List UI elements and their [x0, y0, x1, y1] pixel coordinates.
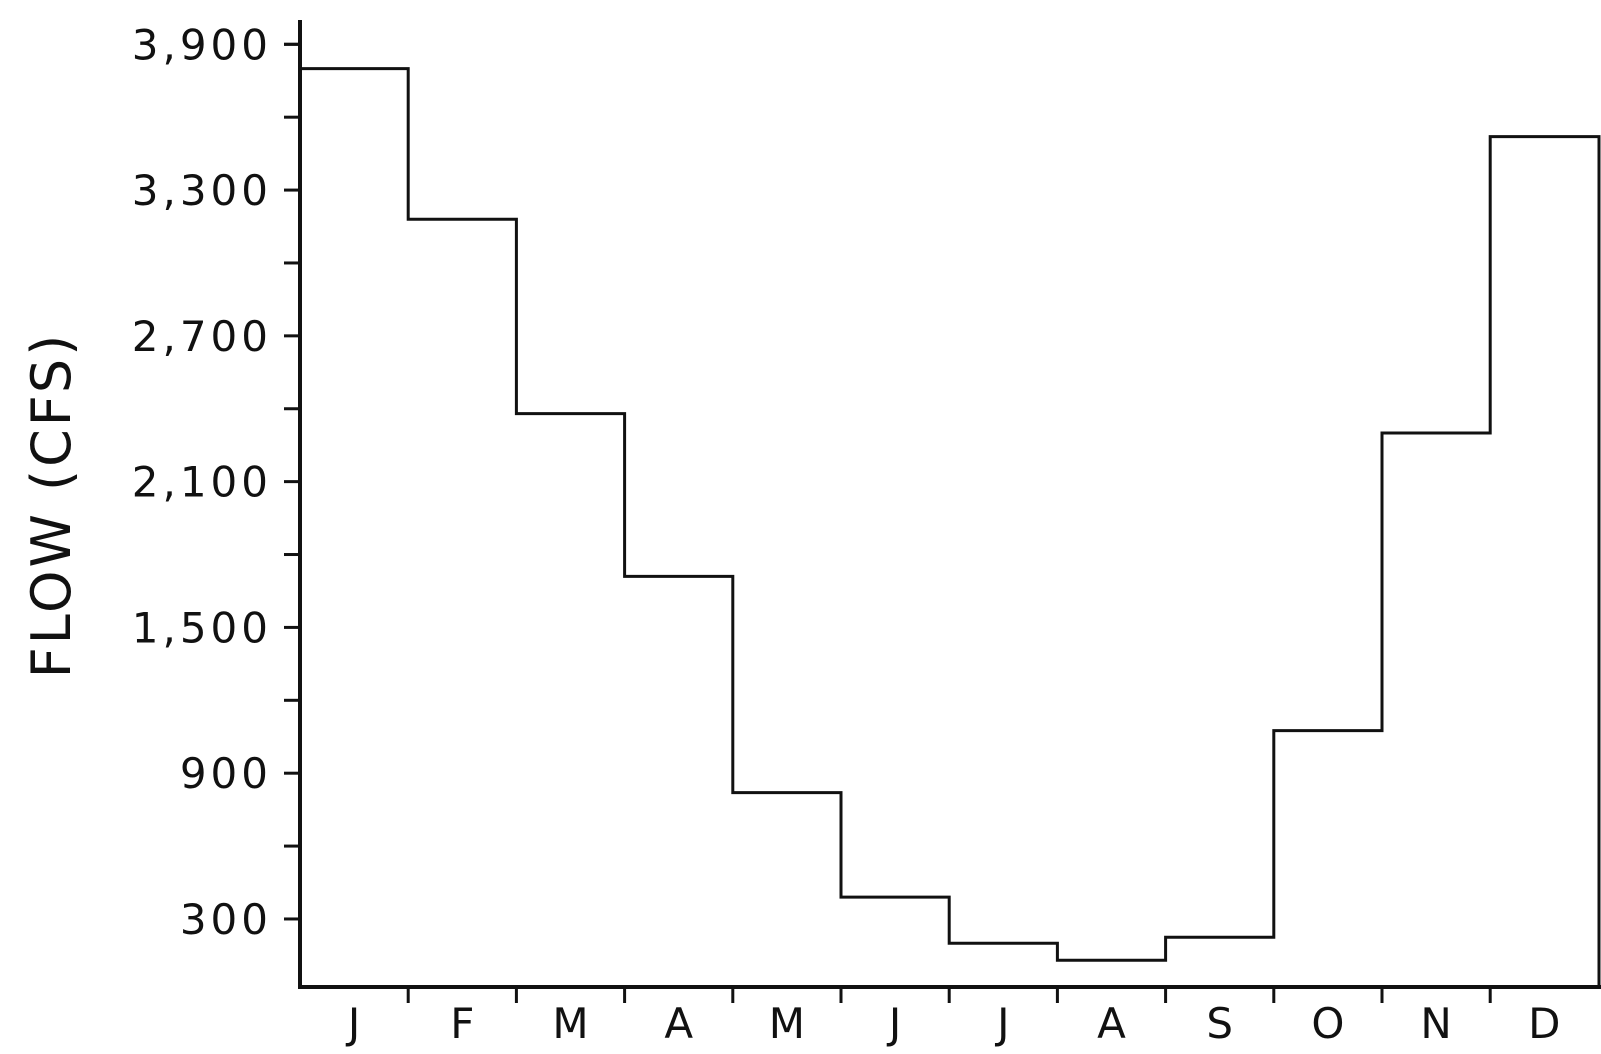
y-tick-labels: 3,900 3,300 2,700 2,100 1,500 900 300	[132, 20, 272, 944]
x-category-label: J	[345, 999, 360, 1048]
series-flow	[300, 67, 1601, 987]
y-tick-label: 300	[180, 895, 272, 944]
series-line	[300, 67, 1601, 987]
x-category-label: S	[1206, 999, 1233, 1048]
x-category-label: M	[552, 999, 588, 1048]
y-axis-title: FLOW (CFS)	[20, 332, 83, 679]
x-category-label: N	[1420, 999, 1451, 1048]
y-tick-label: 1,500	[132, 603, 272, 652]
x-category-label: O	[1311, 999, 1344, 1048]
x-category-label: J	[994, 999, 1009, 1048]
y-tick-label: 3,900	[132, 20, 272, 69]
y-tick-label: 2,700	[132, 312, 272, 361]
axes	[298, 20, 1601, 989]
y-tick-label: 900	[180, 749, 272, 798]
x-category-label: A	[1097, 999, 1126, 1048]
x-category-label: A	[664, 999, 693, 1048]
x-category-label: D	[1528, 999, 1560, 1048]
x-category-label: J	[886, 999, 901, 1048]
y-tick-label: 3,300	[132, 166, 272, 215]
tick-marks	[284, 42, 1492, 1003]
y-tick-label: 2,100	[132, 458, 272, 507]
x-category-label: F	[450, 999, 474, 1048]
x-category-label: M	[769, 999, 805, 1048]
